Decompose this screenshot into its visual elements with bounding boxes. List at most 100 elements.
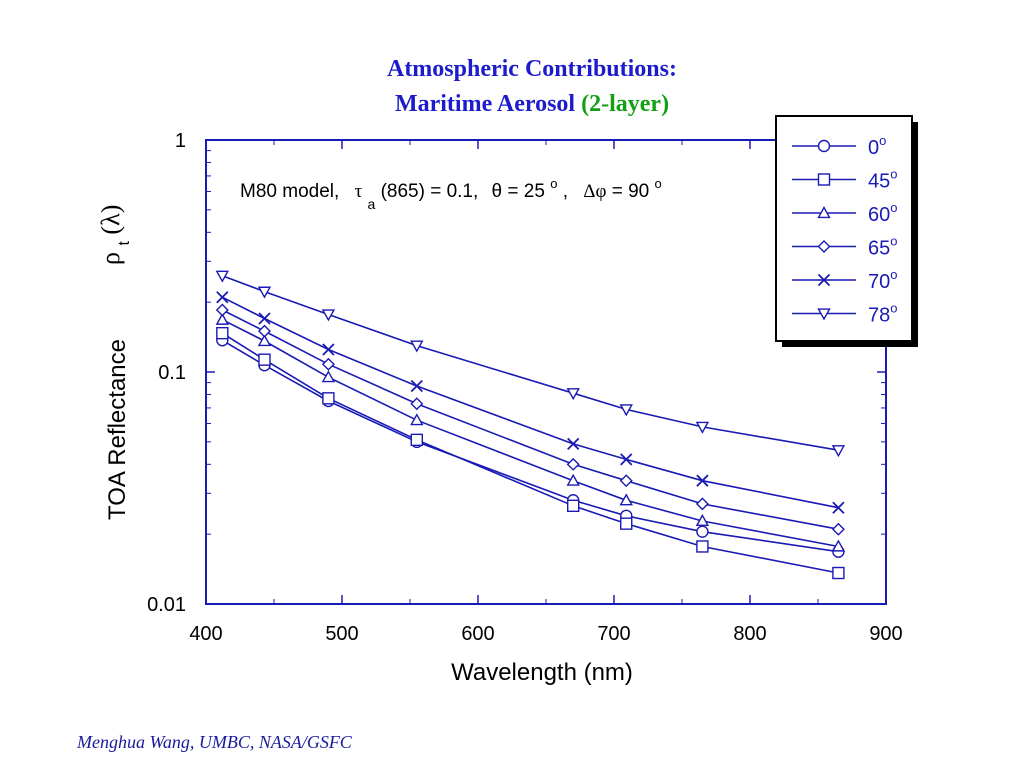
x-tick-label: 700 [597, 623, 630, 645]
annotation-tau-rest: (865) = 0.1, [381, 181, 479, 202]
series-line-45 [221, 332, 839, 574]
y-axis-label-text: TOA Reflectance [104, 339, 131, 520]
data-point-0 [696, 525, 709, 538]
data-point-78 [257, 286, 272, 299]
y-axis-symbol: ρ t (λ) [96, 205, 135, 265]
legend-label-degree: o [890, 167, 897, 182]
data-point-65 [566, 457, 580, 471]
data-point-78 [410, 340, 424, 353]
annotation-tau-sub: a [367, 196, 375, 212]
legend-marker [817, 308, 831, 321]
legend-label-degree: o [890, 234, 897, 249]
data-point-45 [258, 353, 271, 366]
legend-label: 60o [868, 200, 897, 226]
y-tick-label: 0.01 [147, 594, 186, 616]
data-point-45 [620, 517, 633, 530]
annotation-separator: , [563, 181, 568, 202]
legend-box [775, 115, 913, 342]
data-point-45 [567, 499, 580, 513]
series-60 [215, 312, 846, 552]
legend-item-70: 70o [792, 267, 897, 293]
data-point-45 [696, 540, 709, 553]
y-tick-label: 1 [175, 130, 186, 152]
series-78 [215, 270, 846, 458]
data-point-78 [566, 388, 580, 401]
legend-label: 45o [868, 167, 897, 193]
chart-annotation: M80 model, τ a (865) = 0.1, θ = 25 o , Δ… [240, 172, 662, 214]
data-point-60 [831, 539, 846, 552]
y-axis-label-group: TOA Reflectance ρ t (λ) [96, 205, 135, 520]
legend-marker [817, 139, 831, 153]
slide-title-main: Maritime Aerosol [394, 91, 576, 117]
annotation-dphi-rest: = 90 [612, 181, 650, 202]
data-point-70 [567, 437, 580, 451]
annotation-dphi-sup: o [655, 176, 662, 191]
legend-marker [817, 206, 831, 219]
slide-footer: Menghua Wang, UMBC, NASA/GSFC [77, 732, 352, 752]
slide-title-line2: Maritime Aerosol (2-layer) [0, 91, 1024, 118]
legend-label-value: 45 [868, 171, 890, 193]
y-axis-label: TOA Reflectance [104, 339, 131, 520]
data-point-60 [566, 473, 580, 486]
legend-label: 65o [868, 234, 897, 260]
legend-label: 0o [868, 133, 886, 159]
x-tick-label: 600 [461, 623, 494, 645]
legend-marker [817, 240, 831, 253]
legend-marker [817, 273, 831, 287]
slide-title-highlight: (2-layer) [581, 91, 670, 117]
data-point-65 [321, 357, 335, 371]
annotation-dphi: Δφ [583, 181, 606, 202]
legend-item-0: 0o [792, 133, 886, 159]
legend-label-value: 70 [868, 271, 890, 293]
series-45 [216, 326, 845, 580]
annotation-theta: θ = 25 [492, 181, 545, 202]
legend-label-degree: o [890, 200, 897, 215]
data-point-60 [257, 334, 272, 347]
y-axis-rho: ρ [96, 252, 125, 265]
data-point-45 [410, 433, 423, 447]
data-point-70 [696, 474, 709, 487]
legend-label-value: 60 [868, 204, 890, 226]
legend-label: 78o [868, 301, 897, 327]
data-point-65 [410, 397, 424, 411]
x-tick-label: 500 [325, 623, 358, 645]
legend-label-degree: o [890, 267, 897, 282]
data-point-60 [410, 413, 424, 426]
x-tick-label: 400 [189, 623, 222, 645]
data-point-60 [619, 493, 633, 506]
data-point-65 [619, 474, 633, 488]
data-point-60 [695, 514, 710, 527]
data-point-65 [695, 497, 709, 511]
series-line-0 [221, 339, 839, 553]
y-axis-rho-sub: t [116, 241, 133, 246]
data-point-70 [410, 379, 423, 393]
legend-label-degree: o [890, 301, 897, 316]
legend-item-65: 65o [792, 234, 897, 260]
y-axis-lambda: (λ) [96, 205, 125, 235]
series-layer [215, 270, 846, 580]
series-65 [215, 303, 845, 536]
legend-marker [817, 173, 831, 186]
series-line-65 [221, 309, 839, 530]
legend-label: 70o [868, 267, 897, 293]
legend-item-78: 78o [792, 301, 897, 327]
data-point-45 [216, 326, 229, 340]
data-point-78 [215, 270, 230, 283]
legend-label-value: 0 [868, 137, 879, 159]
data-point-70 [322, 343, 335, 356]
series-line-60 [221, 318, 839, 548]
legend-label-degree: o [879, 133, 886, 148]
series-70 [216, 291, 845, 514]
data-point-78 [321, 309, 336, 322]
data-point-70 [620, 453, 633, 466]
x-tick-label: 800 [733, 623, 766, 645]
x-axis-label: Wavelength (nm) [451, 659, 633, 686]
data-point-78 [619, 404, 633, 417]
annotation-theta-sup: o [550, 176, 557, 191]
legend-item-60: 60o [792, 200, 897, 226]
data-point-78 [695, 421, 710, 434]
data-point-70 [216, 291, 229, 304]
